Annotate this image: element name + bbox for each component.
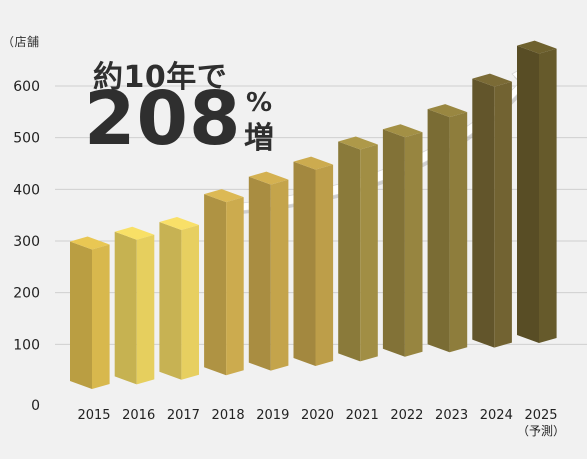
- bar-top: [293, 156, 334, 170]
- bar: [338, 136, 378, 362]
- x-tick-label: 2016: [122, 408, 155, 423]
- bar-front: [92, 244, 110, 389]
- x-tick-label: 2017: [167, 408, 200, 423]
- x-tick-label: 2021: [346, 408, 379, 423]
- bar-side: [427, 109, 450, 353]
- x-tick-label: 2018: [212, 408, 245, 423]
- y-tick-label: 100: [13, 337, 40, 353]
- bar-side: [338, 141, 361, 362]
- bar-side: [114, 231, 137, 385]
- bar-front: [494, 81, 512, 348]
- bar-front: [539, 48, 557, 343]
- x-tick-label: 2023: [435, 408, 468, 423]
- bar-front: [360, 144, 378, 362]
- bar: [248, 171, 289, 371]
- headline-number: 208: [84, 76, 242, 162]
- bar-side: [382, 129, 405, 357]
- bar-front: [404, 132, 423, 357]
- bar: [114, 226, 155, 385]
- bar-top: [382, 124, 423, 138]
- bar: [517, 40, 557, 343]
- x-tick-note: （予測）: [517, 424, 565, 438]
- bar-front: [449, 112, 468, 353]
- headline-suffix: 増: [244, 121, 274, 156]
- bar-front: [226, 197, 244, 376]
- headline-percent-sign: %: [246, 88, 273, 118]
- bar-side: [517, 45, 539, 343]
- x-tick-labels: 2015 2016 2017 2018 2019 2020 2021 2022 2023 2024…: [77, 408, 565, 438]
- bar-top: [338, 136, 378, 150]
- x-tick-label: 2020: [301, 408, 334, 423]
- bar-front: [315, 164, 334, 366]
- bar: [159, 216, 199, 380]
- y-tick-label: 500: [13, 131, 40, 147]
- y-tick-label: 400: [13, 182, 40, 198]
- bar-top: [517, 40, 557, 54]
- y-tick-labels: 0 100 200 300 400 500 600: [13, 79, 40, 414]
- bar-top: [248, 171, 289, 185]
- headline-prefix: 約10年で: [93, 60, 228, 95]
- bar-side: [293, 161, 316, 366]
- bar: [382, 124, 423, 357]
- y-tick-label: 200: [13, 286, 40, 302]
- bar: [472, 73, 512, 348]
- y-tick-label: 0: [31, 398, 40, 414]
- bar-side: [248, 176, 271, 371]
- x-tick-label: 2022: [390, 408, 423, 423]
- bar: [70, 236, 110, 389]
- bar-top: [204, 189, 244, 203]
- y-tick-label: 600: [13, 79, 40, 95]
- bars: [70, 40, 557, 389]
- bar-side: [159, 221, 182, 380]
- bar-front: [270, 179, 289, 371]
- y-axis-unit-label: （店舗: [2, 35, 40, 49]
- bar: [204, 189, 244, 376]
- x-tick-label: 2019: [256, 408, 289, 423]
- bar-front: [181, 224, 199, 380]
- bar: [427, 104, 468, 353]
- x-tick-label: 2025: [524, 408, 557, 423]
- bar-front: [136, 234, 155, 385]
- bar-top: [472, 73, 512, 87]
- bar-top: [427, 104, 468, 118]
- bar-side: [472, 78, 495, 348]
- bar-top: [159, 216, 199, 230]
- bar-side: [204, 194, 227, 376]
- bar-top: [114, 226, 155, 240]
- bar-top: [70, 236, 110, 250]
- bar: [293, 156, 334, 366]
- y-tick-label: 300: [13, 234, 40, 250]
- bar-side: [70, 241, 92, 389]
- x-tick-label: 2024: [480, 408, 513, 423]
- x-tick-label: 2015: [77, 408, 110, 423]
